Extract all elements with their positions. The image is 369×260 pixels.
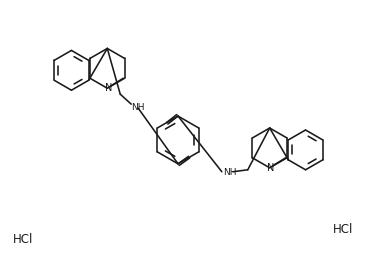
Text: HCl: HCl xyxy=(13,233,33,246)
Text: N: N xyxy=(267,163,275,173)
Text: N: N xyxy=(104,83,112,93)
Text: NH: NH xyxy=(131,103,145,112)
Text: HCl: HCl xyxy=(332,223,353,236)
Text: NH: NH xyxy=(223,168,237,177)
